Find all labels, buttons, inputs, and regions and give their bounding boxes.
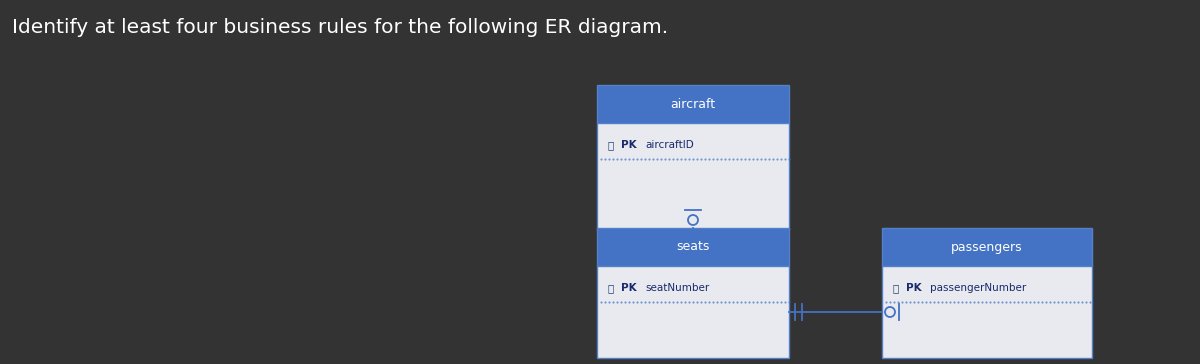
Text: passengers: passengers [952,241,1022,253]
FancyBboxPatch shape [882,266,1092,358]
Text: passengerNumber: passengerNumber [930,283,1026,293]
Text: 🔑: 🔑 [893,283,899,293]
FancyBboxPatch shape [598,123,790,230]
Text: aircraftID: aircraftID [646,140,694,150]
Text: 🔑: 🔑 [608,283,614,293]
FancyBboxPatch shape [598,228,790,266]
Text: aircraft: aircraft [671,98,715,111]
Text: PK: PK [622,283,637,293]
Text: PK: PK [622,140,637,150]
Text: seats: seats [677,241,709,253]
FancyBboxPatch shape [598,85,790,123]
FancyBboxPatch shape [598,266,790,358]
FancyBboxPatch shape [882,228,1092,266]
Text: PK: PK [906,283,922,293]
Text: 🔑: 🔑 [608,140,614,150]
Text: seatNumber: seatNumber [646,283,709,293]
Text: Identify at least four business rules for the following ER diagram.: Identify at least four business rules fo… [12,18,668,37]
